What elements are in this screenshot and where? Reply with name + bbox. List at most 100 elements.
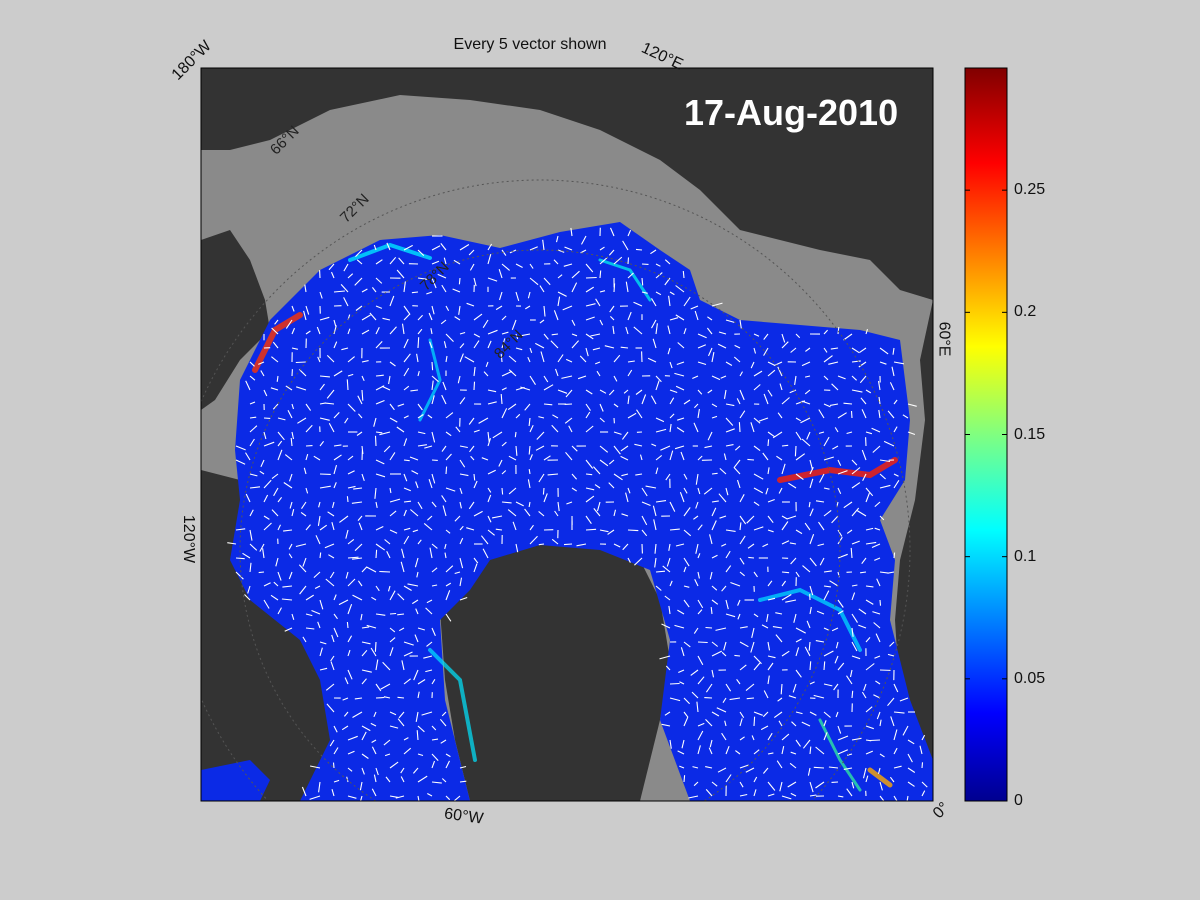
velocity-vector bbox=[375, 473, 386, 478]
velocity-vector bbox=[299, 585, 307, 595]
velocity-vector bbox=[665, 665, 671, 671]
velocity-vector bbox=[711, 302, 723, 307]
velocity-vector bbox=[861, 691, 867, 699]
velocity-vector bbox=[333, 482, 337, 489]
velocity-vector bbox=[697, 599, 704, 609]
velocity-vector bbox=[543, 455, 551, 461]
velocity-vector bbox=[585, 459, 594, 469]
velocity-vector bbox=[288, 473, 293, 482]
velocity-vector bbox=[669, 528, 680, 531]
velocity-vector bbox=[470, 455, 475, 461]
velocity-vector bbox=[445, 466, 448, 475]
velocity-vector bbox=[711, 351, 715, 363]
velocity-vector bbox=[753, 417, 761, 424]
velocity-vector bbox=[739, 319, 742, 329]
velocity-vector bbox=[431, 627, 436, 637]
velocity-vector bbox=[655, 417, 665, 423]
velocity-vector bbox=[466, 527, 475, 531]
velocity-vector bbox=[613, 445, 621, 455]
velocity-vector bbox=[725, 428, 735, 433]
velocity-vector bbox=[720, 375, 727, 379]
velocity-vector bbox=[823, 683, 833, 687]
velocity-vector bbox=[620, 445, 629, 452]
velocity-vector bbox=[823, 627, 829, 631]
velocity-vector bbox=[289, 501, 293, 509]
velocity-vector bbox=[375, 585, 380, 592]
velocity-vector bbox=[571, 282, 578, 293]
velocity-vector bbox=[431, 679, 436, 685]
velocity-vector bbox=[331, 789, 335, 797]
velocity-vector bbox=[319, 291, 323, 299]
velocity-vector bbox=[543, 493, 548, 503]
velocity-vector bbox=[235, 459, 246, 465]
velocity-vector bbox=[415, 481, 419, 489]
velocity-vector bbox=[703, 487, 713, 495]
velocity-vector bbox=[271, 509, 279, 517]
velocity-vector bbox=[692, 375, 699, 380]
velocity-vector bbox=[478, 417, 489, 424]
velocity-vector bbox=[487, 277, 498, 282]
velocity-vector bbox=[431, 760, 436, 769]
velocity-vector bbox=[815, 500, 825, 503]
velocity-vector bbox=[341, 347, 349, 351]
velocity-vector bbox=[330, 655, 335, 662]
velocity-vector bbox=[431, 781, 442, 784]
velocity-vector bbox=[288, 553, 293, 559]
velocity-vector bbox=[543, 277, 551, 286]
velocity-vector bbox=[865, 599, 874, 605]
velocity-vector bbox=[683, 641, 691, 648]
velocity-vector bbox=[675, 385, 685, 391]
velocity-vector bbox=[865, 750, 874, 755]
velocity-vector bbox=[705, 719, 713, 727]
velocity-vector bbox=[346, 379, 349, 391]
velocity-vector bbox=[802, 565, 811, 573]
velocity-vector bbox=[921, 762, 924, 769]
velocity-vector bbox=[750, 641, 755, 653]
velocity-vector bbox=[753, 501, 760, 507]
velocity-vector bbox=[397, 403, 405, 407]
velocity-vector bbox=[417, 277, 429, 280]
velocity-vector bbox=[529, 277, 539, 286]
velocity-vector bbox=[725, 613, 736, 618]
velocity-vector bbox=[861, 409, 867, 419]
velocity-vector bbox=[837, 529, 843, 537]
velocity-vector bbox=[371, 287, 377, 293]
velocity-vector bbox=[837, 662, 845, 671]
velocity-vector bbox=[431, 245, 441, 251]
velocity-vector bbox=[487, 243, 493, 251]
velocity-vector bbox=[613, 283, 616, 293]
velocity-vector bbox=[851, 389, 863, 393]
velocity-vector bbox=[429, 547, 433, 559]
velocity-vector bbox=[621, 513, 629, 517]
velocity-vector bbox=[389, 637, 396, 643]
velocity-vector bbox=[725, 403, 735, 407]
velocity-vector bbox=[374, 487, 377, 499]
scandinavia-land bbox=[895, 300, 933, 801]
velocity-vector bbox=[739, 371, 743, 377]
velocity-vector bbox=[635, 248, 643, 251]
velocity-vector bbox=[795, 529, 803, 535]
velocity-vector bbox=[627, 360, 635, 363]
colorbar-tick-label: 0 bbox=[1014, 792, 1023, 809]
velocity-vector bbox=[795, 571, 800, 578]
velocity-vector bbox=[375, 549, 378, 559]
velocity-vector bbox=[762, 452, 769, 461]
velocity-vector bbox=[375, 259, 383, 265]
velocity-vector bbox=[487, 529, 495, 536]
velocity-vector bbox=[837, 795, 844, 798]
velocity-vector bbox=[725, 361, 733, 366]
velocity-vector bbox=[891, 366, 895, 377]
velocity-vector bbox=[441, 284, 447, 293]
velocity-vector bbox=[424, 445, 433, 449]
velocity-vector bbox=[707, 389, 713, 394]
velocity-vector bbox=[318, 781, 321, 793]
velocity-vector bbox=[823, 732, 828, 741]
velocity-vector bbox=[571, 473, 578, 480]
velocity-vector bbox=[625, 492, 629, 503]
velocity-vector bbox=[837, 470, 848, 475]
velocity-vector bbox=[328, 263, 335, 271]
velocity-vector bbox=[736, 479, 741, 489]
velocity-vector bbox=[851, 627, 854, 637]
velocity-vector bbox=[795, 473, 804, 481]
velocity-vector bbox=[361, 566, 368, 573]
